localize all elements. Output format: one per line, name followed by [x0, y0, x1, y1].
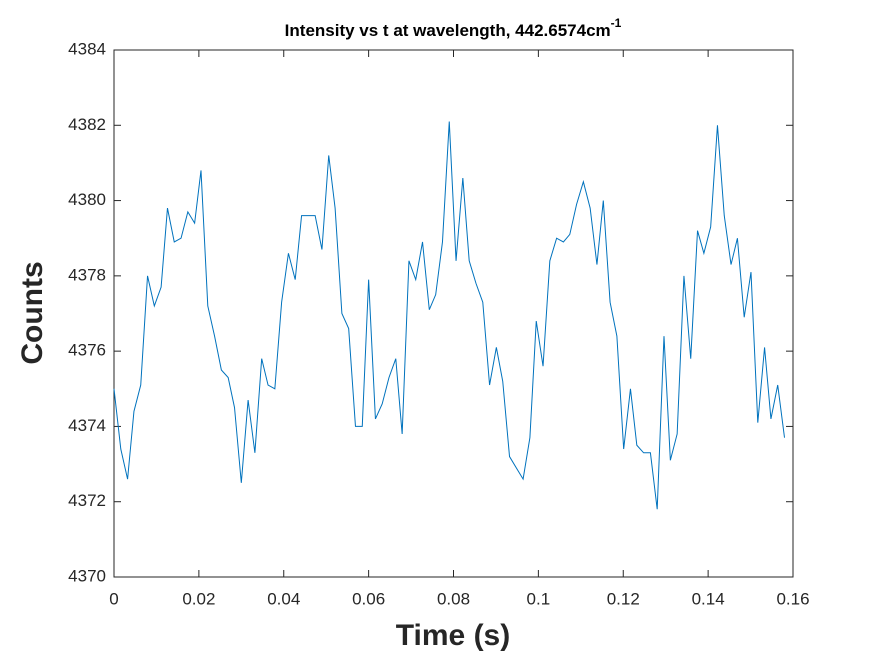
title-text: Intensity vs t at wavelength, 442.6574cm	[285, 21, 611, 40]
x-tick-label: 0.04	[267, 589, 300, 608]
y-tick-label: 4378	[68, 265, 106, 284]
y-tick-label: 4374	[68, 416, 106, 435]
x-tick-label: 0.02	[182, 589, 215, 608]
x-tick-label: 0.12	[607, 589, 640, 608]
x-tick-label: 0.14	[692, 589, 725, 608]
chart-title: Intensity vs t at wavelength, 442.6574cm…	[285, 16, 622, 40]
y-tick-label: 4384	[68, 39, 106, 58]
x-tick-label: 0.1	[527, 589, 551, 608]
y-tick-label: 4380	[68, 190, 106, 209]
y-tick-label: 4376	[68, 341, 106, 360]
data-line	[113, 121, 786, 510]
x-axis-label: Time (s)	[396, 619, 510, 652]
x-tick-label: 0.16	[776, 589, 809, 608]
axes-box	[113, 49, 794, 578]
x-tick-label: 0	[109, 589, 118, 608]
y-tick-label: 4372	[68, 491, 106, 510]
x-tick-label: 0.06	[352, 589, 385, 608]
y-tick-label: 4382	[68, 115, 106, 134]
y-tick-label: 4370	[68, 566, 106, 585]
plot-area	[114, 50, 793, 577]
x-tick-label: 0.08	[437, 589, 470, 608]
title-superscript: -1	[611, 16, 622, 30]
y-axis-label: Counts	[16, 261, 49, 364]
